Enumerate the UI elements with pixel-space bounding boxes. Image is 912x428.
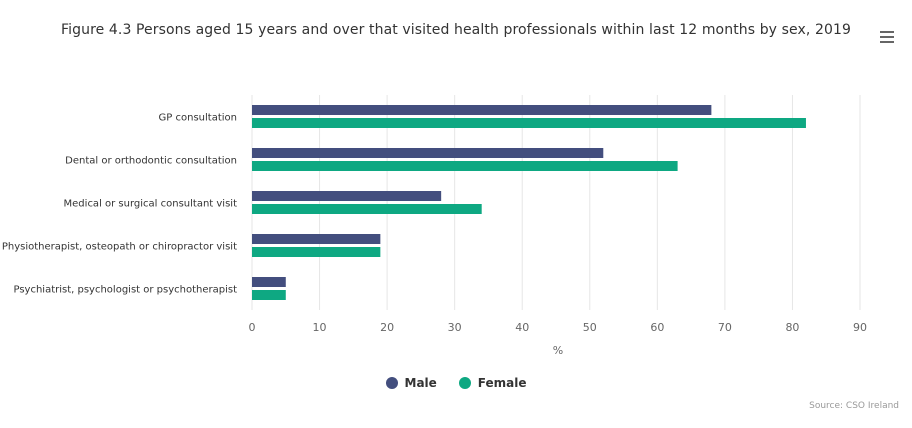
credits: Source: CSO Ireland: [809, 401, 899, 411]
x-tick-label: 80: [785, 321, 799, 334]
category-label: GP consultation: [159, 113, 237, 124]
x-tick-label: 10: [313, 321, 327, 334]
legend-swatch-female: [458, 377, 471, 389]
bar-male: [252, 105, 712, 115]
category-label: Psychiatrist, psychologist or psychother…: [13, 285, 237, 296]
category-label: Dental or orthodontic consultation: [65, 156, 237, 167]
bar-male: [252, 277, 286, 287]
hamburger-menu-icon[interactable]: [876, 28, 898, 46]
category-label: Medical or surgical consultant visit: [64, 199, 238, 210]
x-tick-label: 90: [853, 321, 867, 334]
x-tick-label: 70: [718, 321, 732, 334]
category-label: Physiotherapist, osteopath or chiropract…: [2, 242, 237, 253]
legend-swatch-male: [385, 377, 398, 389]
bar-female: [252, 247, 381, 257]
bar-female: [252, 204, 482, 214]
bar-male: [252, 148, 604, 158]
x-tick-label: 30: [448, 321, 462, 334]
legend-item-female[interactable]: Female: [458, 376, 527, 390]
legend-label-female: Female: [477, 376, 527, 390]
x-tick-label: 20: [380, 321, 394, 334]
bar-female: [252, 290, 286, 300]
x-tick-label: 60: [650, 321, 664, 334]
bar-female: [252, 161, 678, 171]
bar-male: [252, 191, 442, 201]
x-tick-label: 40: [515, 321, 529, 334]
x-axis-title: %: [553, 344, 563, 357]
legend: Male Female: [0, 376, 912, 390]
x-tick-label: 0: [249, 321, 256, 334]
bar-female: [252, 118, 806, 128]
bar-male: [252, 234, 381, 244]
bar-chart: 0 10 20 30 40 50 60 70 80 90% GP consultation Denta…: [2, 95, 867, 357]
legend-label-male: Male: [404, 376, 437, 390]
x-tick-label: 50: [583, 321, 597, 334]
chart-title: Figure 4.3 Persons aged 15 years and ove…: [61, 22, 851, 38]
legend-item-male[interactable]: Male: [385, 376, 437, 390]
